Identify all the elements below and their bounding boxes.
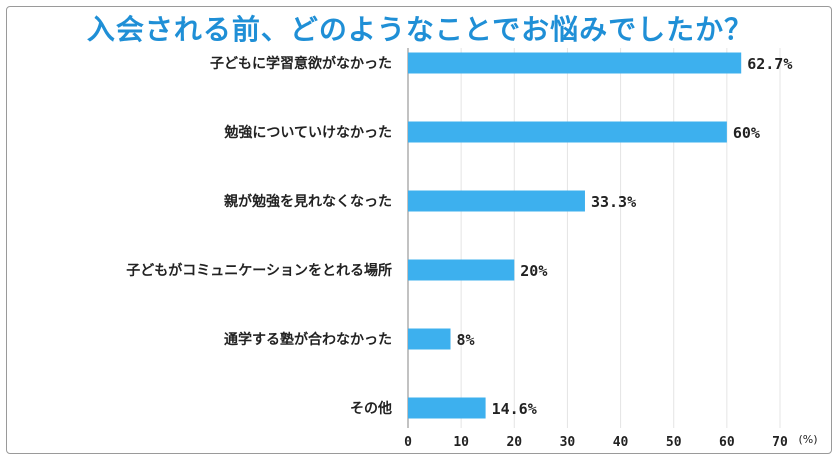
bar: [408, 121, 727, 143]
value-label: 60%: [733, 124, 760, 142]
bar: [408, 259, 515, 281]
x-tick-label: 70: [772, 435, 788, 450]
chart-title: 入会される前、どのようなことでお悩みでしたか？: [86, 13, 754, 46]
x-tick-label: 40: [613, 435, 629, 450]
value-label: 8%: [457, 331, 475, 349]
x-tick-label: 50: [666, 435, 682, 450]
x-tick-label: 10: [453, 435, 469, 450]
x-unit-label: (%): [798, 433, 817, 446]
category-label: 親が勉強を見れなくなった: [224, 193, 392, 210]
value-label: 20%: [520, 262, 547, 280]
category-label: 子どもに学習意欲がなかった: [210, 55, 392, 72]
value-label: 14.6%: [492, 400, 537, 418]
category-label: 子どもがコミュニケーションをとれる場所: [126, 262, 392, 279]
category-label: 勉強についていけなかった: [223, 124, 392, 141]
x-tick-label: 60: [719, 435, 735, 450]
bar: [408, 190, 585, 212]
bar: [408, 328, 451, 350]
bar: [408, 397, 486, 419]
x-tick-label: 0: [404, 435, 412, 450]
bar: [408, 52, 742, 74]
x-tick-label: 30: [560, 435, 576, 450]
chart-frame: [6, 6, 832, 454]
value-label: 62.7%: [747, 55, 792, 73]
value-label: 33.3%: [591, 193, 636, 211]
category-label: 通学する塾が合わなかった: [224, 331, 392, 348]
category-label: その他: [350, 400, 392, 417]
x-tick-label: 20: [506, 435, 522, 450]
